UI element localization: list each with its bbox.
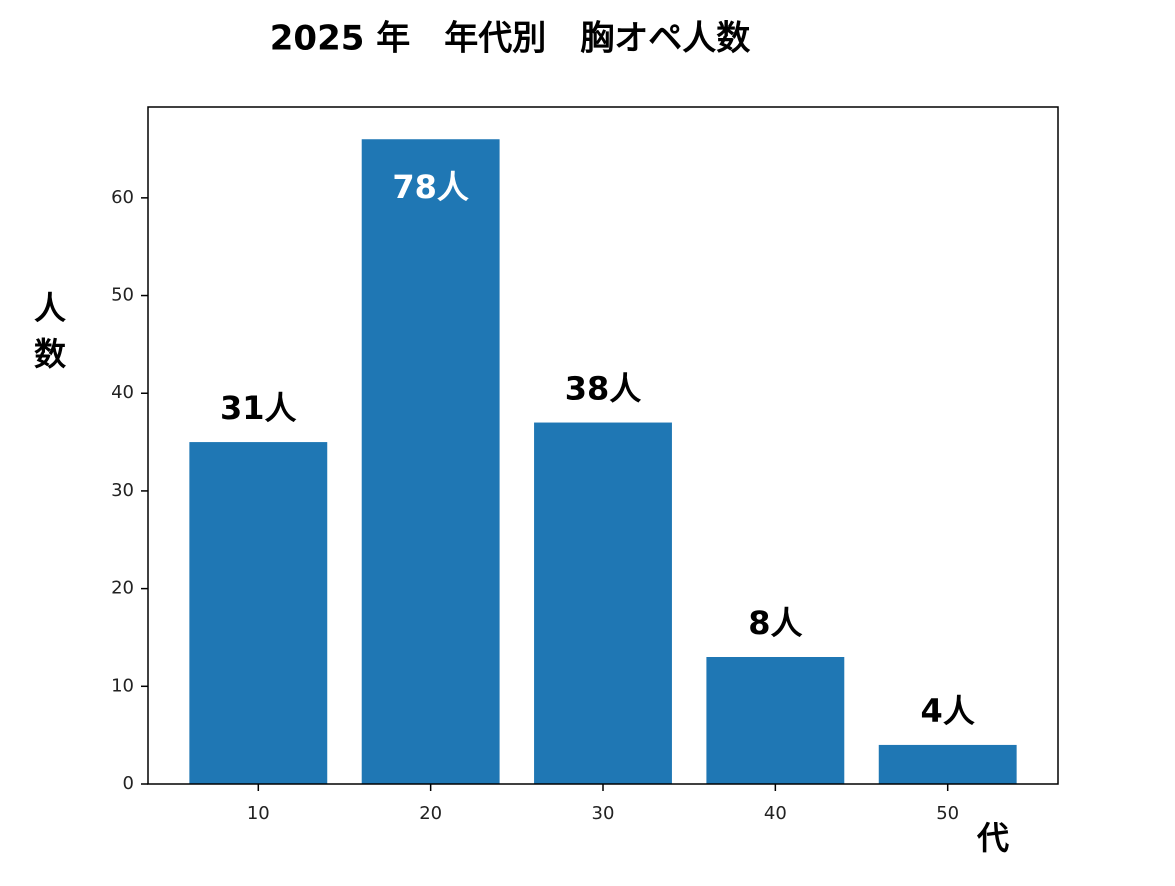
x-tick-label: 10 [247, 803, 270, 824]
x-axis-label: 代 [976, 819, 1009, 857]
y-tick-label: 50 [111, 285, 134, 306]
chart-title: 2025 年 年代別 胸オペ人数 [270, 19, 750, 59]
plot-frame [147, 106, 1059, 785]
y-tick-label: 0 [123, 773, 134, 794]
y-tick-label: 40 [111, 382, 134, 403]
x-tick-label: 40 [764, 803, 787, 824]
y-axis-label: 人数 [34, 289, 67, 373]
bar [361, 139, 500, 784]
x-tick-label: 20 [419, 803, 442, 824]
bar-annotation: 38人 [565, 370, 642, 408]
x-tick-label: 30 [592, 803, 615, 824]
bar-annotation: 4人 [921, 692, 975, 730]
y-tick-label: 30 [111, 480, 134, 501]
y-tick-label: 60 [111, 187, 134, 208]
y-tick-label: 20 [111, 578, 134, 599]
bar [706, 657, 845, 784]
bar-annotation: 8人 [748, 604, 802, 642]
bar [878, 744, 1017, 784]
bar [534, 422, 672, 784]
x-tick-label: 50 [936, 803, 959, 824]
bar [189, 442, 328, 784]
bar-annotation: 31人 [220, 389, 297, 427]
bar-annotation: 78人 [392, 168, 469, 206]
y-tick-label: 10 [111, 675, 134, 696]
